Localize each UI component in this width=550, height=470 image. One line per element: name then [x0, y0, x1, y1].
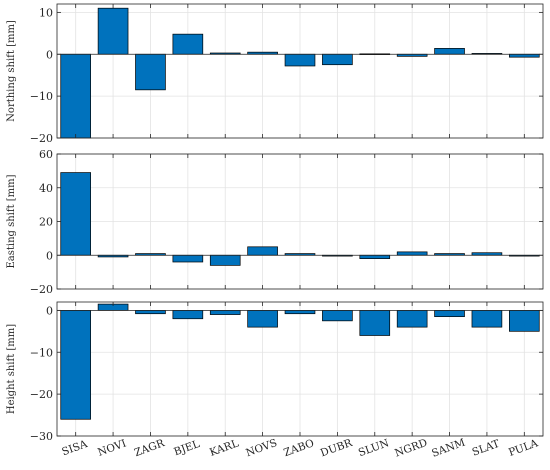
y-axis-label: Height shift [mm] — [6, 324, 17, 414]
y-tick-label-3: 10 — [39, 6, 53, 19]
bar-bjel — [172, 310, 204, 320]
bar-zabo — [284, 310, 316, 315]
bar-zagr — [135, 53, 166, 91]
y-tick-label-0: −20 — [30, 132, 53, 145]
bar-karl — [209, 310, 241, 315]
bar-novs — [247, 310, 278, 328]
y-tick-label-3: 40 — [39, 182, 53, 195]
y-tick-label-4: 60 — [39, 148, 53, 161]
bar-pula — [509, 53, 540, 58]
y-tick-label-0: −20 — [30, 283, 53, 296]
bar-sisa — [60, 172, 91, 256]
bar-pula — [509, 310, 540, 332]
bar-novi — [97, 7, 129, 55]
y-tick-label-2: 20 — [39, 216, 53, 229]
y-tick-label-1: −20 — [30, 388, 53, 401]
y-axis-label: Easting shift [mm] — [6, 174, 17, 268]
bar-karl — [209, 254, 241, 266]
bar-slun — [359, 254, 391, 259]
bar-sisa — [60, 53, 91, 139]
y-tick-label-1: −10 — [30, 90, 53, 103]
bar-ngrd — [396, 251, 428, 256]
bar-slat — [471, 310, 503, 328]
bar-bjel — [172, 33, 204, 55]
subplot-1: −20 −10 0 10 Northing shift [mm] — [6, 3, 544, 145]
bar-sanm — [434, 310, 465, 318]
y-tick-label-2: 0 — [46, 48, 53, 61]
y-tick-label-0: −30 — [30, 430, 53, 443]
y-tick-label-1: 0 — [46, 249, 53, 262]
bar-dubr — [322, 310, 353, 322]
subplot-2: −20 0 20 40 60 Easting shift [mm] — [6, 148, 544, 296]
bar-sanm — [434, 48, 465, 55]
y-tick-label-2: −10 — [30, 346, 53, 359]
bar-zagr — [135, 310, 166, 315]
bar-ngrd — [396, 310, 428, 328]
bar-novs — [247, 246, 278, 256]
bar-dubr — [322, 53, 353, 66]
bar-sisa — [60, 310, 91, 420]
bar-zabo — [284, 53, 316, 67]
bar-bjel — [172, 254, 204, 263]
y-axis-label: Northing shift [mm] — [6, 20, 17, 122]
bar-slun — [359, 310, 391, 336]
y-tick-label-3: 0 — [46, 304, 53, 317]
